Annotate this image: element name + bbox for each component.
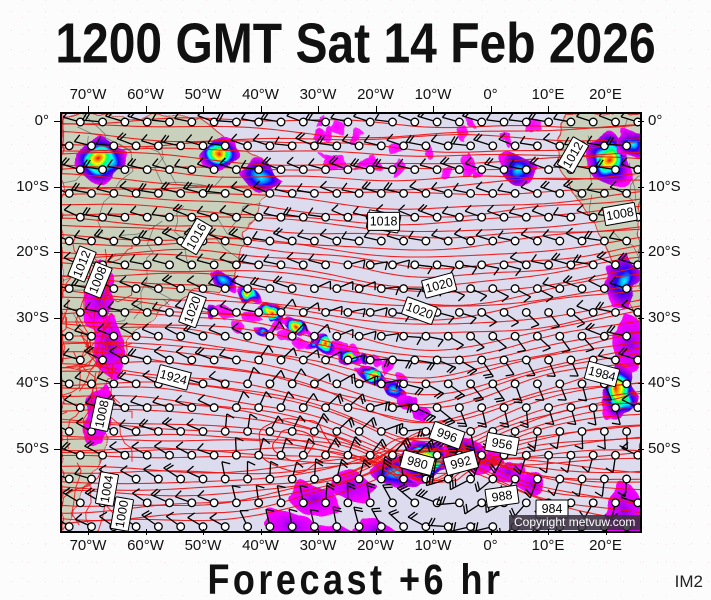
svg-text:984: 984 [542, 502, 563, 516]
svg-text:988: 988 [491, 488, 514, 505]
svg-text:Copyright metvuw.com: Copyright metvuw.com [514, 515, 635, 529]
svg-text:1018: 1018 [370, 214, 398, 228]
